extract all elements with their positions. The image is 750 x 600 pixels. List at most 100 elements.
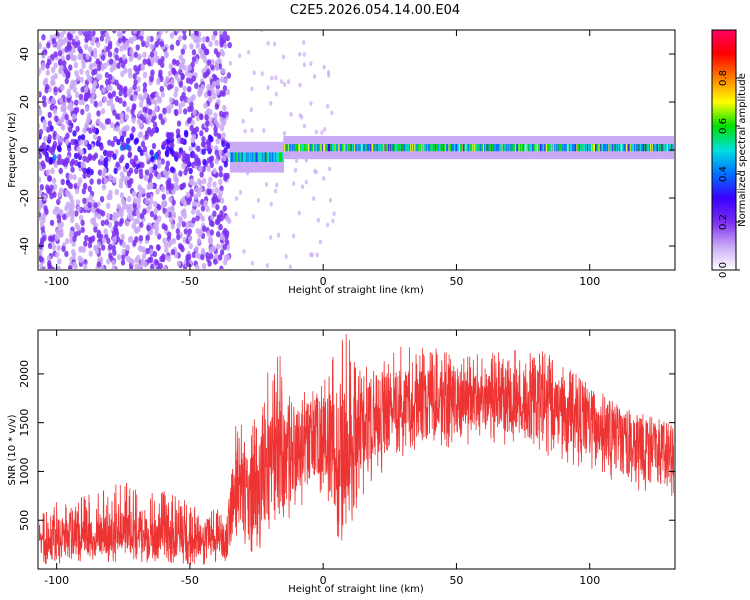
spectrogram-cell	[489, 144, 492, 152]
spectrogram-cell	[500, 144, 503, 152]
spectrogram-cell	[176, 222, 182, 229]
spectrogram-cell	[171, 67, 176, 74]
spectrogram-cell	[296, 144, 299, 152]
spectrogram-cell	[498, 144, 500, 152]
spectrogram-cell	[202, 56, 208, 64]
spectrogram-cell	[225, 34, 230, 42]
spectrogram-cell	[546, 144, 548, 152]
spectrogram-cell	[82, 53, 87, 60]
snr-y-tick-label: 2000	[18, 360, 31, 388]
spectrogram-cell	[170, 248, 176, 256]
spectrogram-cell	[176, 137, 182, 144]
spectrogram-cell	[385, 144, 388, 152]
spectrogram-cell	[154, 41, 159, 48]
spectrogram-cell	[261, 152, 264, 162]
spectrogram-cell	[189, 188, 194, 195]
spectrogram-cell	[168, 134, 174, 142]
spectrogram-cell	[63, 68, 69, 75]
spectrogram-cell	[214, 252, 219, 260]
spectrogram-cell	[157, 58, 162, 66]
spectrogram-cell	[132, 34, 137, 42]
spectrogram-cell	[205, 256, 211, 263]
spectrogram-cell	[149, 149, 154, 156]
spectrogram-cell	[202, 177, 207, 185]
spectrogram-cell	[269, 201, 273, 207]
spectrogram-cell	[92, 133, 98, 141]
spectrogram-cell	[418, 144, 420, 152]
spectrogram-cell	[196, 157, 201, 164]
spectrogram-cell	[242, 249, 246, 254]
spectrogram-cell	[260, 152, 263, 162]
spectrogram-cell	[116, 203, 122, 210]
spectrogram-cell	[107, 243, 113, 251]
spectrogram-cell	[619, 144, 622, 152]
spectrogram-cell	[223, 161, 228, 168]
spectrogram-cell	[65, 132, 70, 139]
spectrogram-cell	[164, 211, 169, 218]
spectrogram-cell	[40, 62, 46, 69]
spectrogram-cell	[471, 144, 474, 152]
spectrogram-cell	[108, 193, 113, 201]
spectrogram-cell	[209, 161, 214, 169]
spectrogram-cell	[95, 41, 101, 48]
spectrogram-cell	[328, 197, 333, 203]
spectrogram-cell	[214, 149, 219, 156]
spectrogram-cell	[464, 144, 467, 152]
spectrogram-cell	[445, 144, 448, 152]
spectrogram-cell	[372, 144, 374, 152]
spectrogram-cell	[171, 211, 177, 218]
spectrogram-cell	[100, 63, 106, 70]
spectrogram-cell	[249, 107, 253, 113]
spectrogram-cell	[496, 144, 499, 152]
spectrogram-cell	[114, 54, 120, 61]
spectrogram-cell	[283, 144, 285, 152]
spectrogram-cell	[671, 144, 674, 152]
spectrogram-cell	[320, 130, 324, 136]
spectrogram-cell	[475, 144, 478, 152]
spectrogram-cell	[145, 40, 150, 47]
spectrogram-cell	[191, 151, 196, 159]
spectrogram-cell	[634, 144, 636, 152]
spectrogram-cell	[40, 237, 45, 244]
spectrogram-cell	[119, 117, 125, 124]
spectrogram-cell	[199, 88, 204, 95]
spectrogram-cell	[333, 144, 336, 152]
spectrogram-cell	[506, 144, 508, 152]
spectrogram-cell	[526, 144, 529, 152]
spectrogram-cell	[543, 144, 546, 152]
spectrogram-cell	[367, 144, 370, 152]
spectrogram-cell	[130, 258, 135, 266]
spectrogram-cell	[50, 97, 56, 105]
spectrogram-cell	[461, 144, 464, 152]
spectrogram-cell	[397, 144, 400, 152]
spectrogram-cell	[200, 198, 205, 206]
spectrogram-cell	[668, 144, 671, 152]
spectrogram-cell	[621, 144, 624, 152]
spectrogram-cell	[363, 144, 365, 152]
spectrogram-cell	[266, 85, 270, 91]
spectrogram-cell	[292, 144, 294, 152]
spectrogram-cell	[105, 46, 110, 53]
spectrogram-cell	[153, 164, 158, 171]
spectrogram-cell	[147, 113, 153, 121]
spectrogram-cell	[208, 109, 213, 116]
spectrogram-cell	[252, 152, 254, 162]
spectrogram-cell	[75, 199, 81, 206]
spectrogram-y-tick-label: 0	[18, 147, 31, 154]
spectrogram-cell	[334, 144, 337, 152]
spectrogram-cell	[59, 64, 64, 71]
spectrogram-cell	[67, 41, 72, 48]
spectrogram-cell	[127, 151, 133, 158]
spectrogram-cell	[587, 144, 590, 152]
spectrogram-cell	[80, 133, 86, 141]
spectrogram-cell	[300, 144, 303, 152]
spectrogram-cell	[514, 144, 516, 152]
spectrogram-cell	[208, 96, 213, 103]
spectrogram-cell	[213, 130, 218, 137]
spectrogram-cell	[244, 152, 246, 162]
spectrogram-cell	[134, 167, 139, 175]
spectrogram-cell	[431, 144, 434, 152]
snr-y-tick-label: 1000	[18, 457, 31, 485]
spectrogram-cell	[120, 140, 126, 148]
spectrogram-cell	[182, 33, 187, 41]
